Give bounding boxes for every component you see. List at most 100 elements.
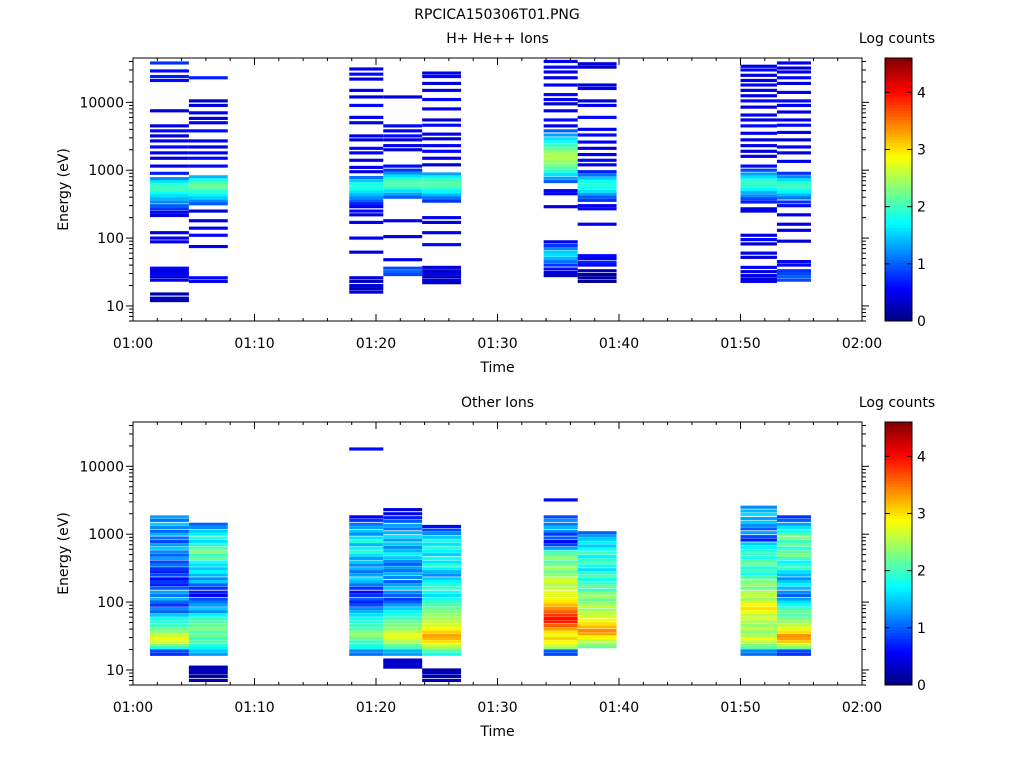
colorbar-step (885, 75, 912, 79)
colorbar-step (885, 611, 912, 616)
heatmap-cell (740, 527, 777, 531)
heatmap-cell (150, 649, 189, 653)
heatmap-cell (577, 632, 617, 636)
heatmap-cell (577, 83, 617, 87)
heatmap-cell (383, 549, 423, 553)
heatmap-cell (150, 522, 189, 526)
heatmap-cell (349, 276, 384, 280)
heatmap-cell (422, 71, 462, 75)
heatmap-cell (188, 567, 228, 571)
heatmap-cell (349, 170, 384, 174)
heatmap-cell (422, 118, 462, 122)
heatmap-cell (150, 156, 189, 160)
heatmap-cell (422, 556, 462, 560)
colorbar-step (885, 679, 912, 683)
heatmap-cell (776, 228, 811, 232)
heatmap-cell (776, 213, 811, 217)
heatmap-cell (422, 590, 462, 594)
colorbar-step (885, 288, 912, 293)
colorbar-step (885, 573, 912, 578)
heatmap-cell (543, 129, 578, 133)
heatmap-cell (188, 668, 228, 672)
heatmap-cell (188, 620, 228, 624)
colorbar-step (885, 541, 912, 546)
heatmap-cell (422, 553, 462, 557)
heatmap-cell (150, 560, 189, 564)
colorbar-step (885, 250, 912, 255)
heatmap-cell (577, 146, 617, 150)
heatmap-cell (383, 652, 423, 656)
heatmap-cell (383, 636, 423, 641)
heatmap-cell (349, 151, 384, 155)
heatmap-cell (577, 189, 617, 193)
heatmap-cell (349, 518, 384, 522)
heatmap-cell (188, 539, 228, 544)
heatmap-cell (740, 274, 777, 278)
heatmap-cell (422, 275, 462, 279)
heatmap-cell (150, 213, 189, 218)
colorbar-step (885, 63, 912, 68)
colorbar-tick-label: 4 (917, 85, 926, 101)
heatmap-cell (422, 190, 462, 194)
panel-title: H+ He++ Ions (446, 31, 549, 47)
heatmap-cell (577, 86, 617, 91)
colorbar-step (885, 113, 912, 117)
heatmap-cell (383, 640, 423, 644)
heatmap-cell (543, 124, 578, 128)
heatmap-cell (543, 59, 578, 64)
heatmap-cell (577, 622, 617, 626)
heatmap-cell (383, 586, 423, 590)
heatmap-cell (577, 62, 617, 66)
heatmap-cell (349, 577, 384, 581)
heatmap-cell (776, 570, 811, 574)
colorbar-step (885, 658, 912, 663)
heatmap-cell (383, 575, 423, 580)
heatmap-cell (543, 253, 578, 257)
panels: 01:00 01:10 01:20 01:30 01:40 01:50 02:0010100… (56, 31, 935, 740)
heatmap-cell (776, 567, 811, 571)
heatmap-cell (422, 281, 462, 285)
x-axis-label: Time (479, 724, 514, 740)
colorbar-step (885, 104, 912, 109)
heatmap-cell (349, 515, 384, 519)
heatmap-cell (383, 559, 423, 563)
heatmap-cell (577, 152, 617, 157)
heatmap-cell (543, 573, 578, 577)
heatmap-cell (349, 199, 384, 203)
heatmap-cell (740, 620, 777, 624)
heatmap-cell (349, 556, 384, 560)
heatmap-cell (740, 251, 777, 255)
colorbar-step (885, 497, 912, 502)
heatmap-cell (150, 109, 189, 113)
heatmap-cell (740, 545, 777, 549)
heatmap-cell (150, 646, 189, 650)
heatmap-cell (577, 547, 617, 551)
heatmap-cell (150, 607, 189, 611)
heatmap-cell (776, 607, 811, 611)
colorbar-step (885, 236, 912, 240)
heatmap-cell (776, 536, 811, 540)
heatmap-cell (422, 593, 462, 598)
heatmap-cell (150, 620, 189, 624)
colorbar-step (885, 647, 912, 651)
heatmap-cell (349, 543, 384, 547)
heatmap-cell (776, 278, 811, 282)
heatmap-cell (422, 560, 462, 564)
heatmap-cell (188, 522, 228, 526)
heatmap-cell (776, 187, 811, 191)
colorbar-step (885, 78, 912, 82)
colorbar-step (885, 221, 912, 226)
heatmap-cell (383, 516, 423, 520)
heatmap-cell (188, 643, 228, 647)
colorbar-step (885, 448, 912, 452)
heatmap-cell (543, 546, 578, 550)
heatmap-cell (150, 630, 189, 634)
heatmap-cell (150, 78, 189, 83)
heatmap-cell (383, 189, 423, 193)
y-tick-label: 10000 (79, 95, 124, 111)
heatmap-cell (740, 520, 777, 524)
colorbar-step (885, 125, 912, 129)
heatmap-cell (349, 290, 384, 294)
heatmap-cell (776, 560, 811, 564)
heatmap-cell (383, 512, 423, 516)
